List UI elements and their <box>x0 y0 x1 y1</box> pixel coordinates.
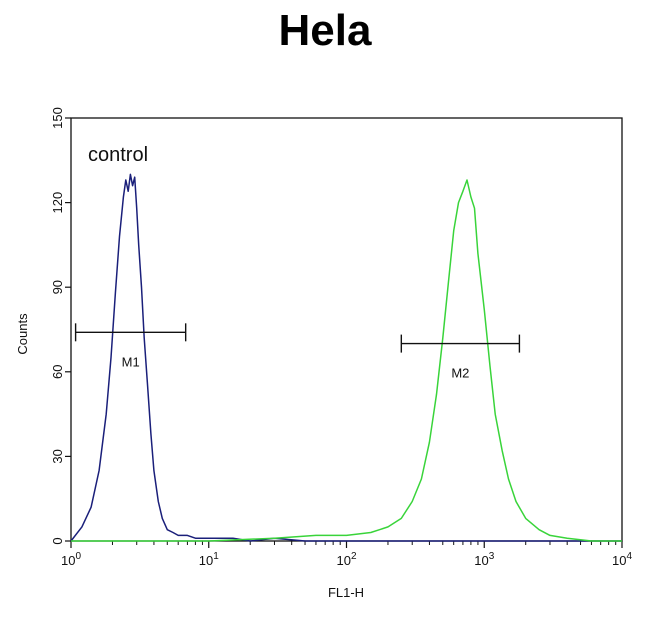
x-tick-label: 101 <box>199 551 219 568</box>
histogram-series-1 <box>70 173 622 542</box>
chart-title: Hela <box>278 6 372 55</box>
histogram-series-2 <box>71 179 622 542</box>
x-tick-base: 10 <box>336 553 350 568</box>
x-tick-label: 103 <box>474 551 494 568</box>
x-tick-base: 10 <box>612 553 626 568</box>
gate-label: M1 <box>122 354 140 369</box>
x-tick-base: 10 <box>474 553 488 568</box>
x-tick-base: 10 <box>61 553 75 568</box>
y-tick-label: 120 <box>50 192 65 214</box>
x-axis-title: FL1-H <box>328 585 364 600</box>
y-tick-label: 150 <box>50 107 65 129</box>
y-tick-label: 60 <box>50 365 65 379</box>
x-tick-exponent: 3 <box>489 551 495 562</box>
gate-label: M2 <box>451 366 469 381</box>
x-tick-exponent: 4 <box>626 551 632 562</box>
y-tick-label: 30 <box>50 449 65 463</box>
x-tick-label: 102 <box>336 551 356 568</box>
series-layer <box>70 173 622 542</box>
plot-frame <box>70 117 623 542</box>
y-axis-title: Counts <box>15 313 30 355</box>
x-tick-base: 10 <box>199 553 213 568</box>
x-tick-label: 100 <box>61 551 81 568</box>
y-tick-label: 90 <box>50 280 65 294</box>
control-annotation: control <box>88 144 148 166</box>
x-tick-exponent: 0 <box>75 551 81 562</box>
x-tick-exponent: 2 <box>351 551 357 562</box>
y-tick-label: 0 <box>50 537 65 544</box>
gate-layer: M1 M2 <box>74 323 521 381</box>
x-tick-label: 104 <box>612 551 632 568</box>
x-tick-exponent: 1 <box>213 551 219 562</box>
